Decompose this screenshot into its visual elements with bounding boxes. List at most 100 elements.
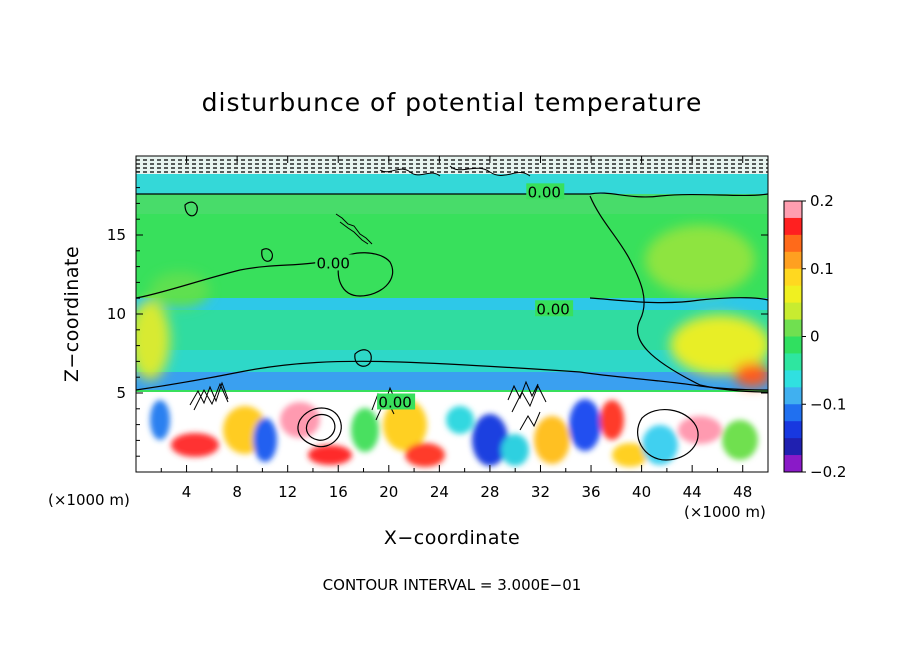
cluster-upper [335, 213, 373, 245]
colorbar-swatch-13 [784, 421, 802, 439]
patch-yellow-3 [534, 416, 570, 464]
contour-low-left [136, 360, 581, 391]
top-strip-fill [136, 156, 768, 174]
x-tick-label-3: 16 [329, 483, 348, 501]
contour-label-2: 0.00 [536, 300, 569, 318]
colorbar-swatch-4 [784, 268, 802, 287]
band-low-cyan [136, 350, 768, 372]
x-tick-label-10: 44 [683, 483, 702, 501]
chart-title: disturbunce of potential temperature [201, 88, 703, 117]
x-tick-label-5: 24 [430, 483, 449, 501]
patch-blue-1 [253, 418, 277, 462]
colorbar-swatch-14 [784, 438, 802, 456]
x-tick-label-4: 20 [379, 483, 398, 501]
colorbar-swatch-9 [784, 353, 802, 371]
colorbar-swatch-1 [784, 217, 802, 236]
y-tick-label-1: 10 [107, 305, 126, 323]
x-tick-label-2: 12 [278, 483, 297, 501]
blob-upper-left [150, 272, 210, 308]
colorbar-swatch-7 [784, 319, 802, 337]
contour-lower-whirl-2 [305, 413, 336, 441]
colorbar-swatch-2 [784, 234, 802, 253]
contour-small-3 [354, 349, 372, 367]
patch-yellow-4 [612, 443, 648, 467]
colorbar-swatch-15 [784, 455, 802, 473]
patch-red-3 [405, 443, 445, 467]
contour-interval-note: CONTOUR INTERVAL = 3.000E−01 [322, 576, 582, 594]
patch-cyan-3 [642, 425, 678, 465]
patch-cyan-1 [446, 406, 474, 434]
blob-right-upper [645, 225, 755, 295]
x-axis-label: X−coordinate [383, 527, 521, 549]
contour-mid-left [136, 261, 321, 299]
lower-field-patches [150, 399, 758, 467]
colorbar-tick-label-1: 0.1 [810, 260, 834, 278]
colorbar-swatch-10 [784, 370, 802, 388]
plot-area: 0.00 0.00 0.00 0.00 [136, 156, 768, 472]
contour-mid-right [589, 297, 768, 304]
y-axis: 5 10 15 [107, 171, 768, 457]
contour-upper-left [136, 192, 768, 198]
patch-pink-2 [678, 416, 722, 444]
colorbar-swatch-8 [784, 336, 802, 354]
x-tick-label-11: 48 [733, 483, 752, 501]
contour-mid-loop [337, 252, 394, 297]
contour-small-1 [184, 201, 198, 217]
patch-blue-3 [569, 399, 601, 451]
contour-lines [136, 192, 768, 461]
x-axis: 4 8 12 16 20 24 28 32 36 40 44 48 [160, 156, 752, 501]
blob-right-yellow [670, 315, 768, 375]
contour-low-right [579, 371, 768, 391]
contour-label-bg-1 [315, 254, 354, 271]
contour-lower-whirl-1 [297, 407, 342, 448]
patch-red-1 [171, 433, 219, 457]
band-mid-cyan [136, 298, 768, 310]
band-top-cyan [136, 172, 768, 194]
x-tick-label-6: 28 [480, 483, 499, 501]
blob-right-orange [734, 363, 768, 387]
y-tick-label-0: 5 [116, 384, 126, 402]
band-mid-teal [136, 310, 768, 350]
patch-yellow-2 [383, 399, 427, 451]
band-top-green [136, 194, 768, 214]
field-blobs [136, 225, 768, 387]
x-tick-label-1: 8 [232, 483, 242, 501]
colorbar-swatch-12 [784, 404, 802, 422]
contour-label-bg-2 [535, 300, 574, 317]
contour-label-bg-0 [526, 183, 565, 200]
colorbar-tick-label-3: −0.1 [810, 395, 846, 413]
x-tick-label-8: 36 [581, 483, 600, 501]
colorbar-swatch-6 [784, 302, 802, 321]
colorbar-swatch-11 [784, 387, 802, 405]
patch-green-2 [722, 420, 758, 460]
contour-labels: 0.00 0.00 0.00 0.00 [315, 183, 574, 411]
x-unit-label-left: (×1000 m) [48, 491, 130, 509]
contour-label-3: 0.00 [378, 393, 411, 411]
contour-label-bg-3 [377, 393, 416, 410]
top-strip-dashes [136, 159, 768, 173]
cluster-right [507, 380, 547, 431]
x-tick-label-7: 32 [531, 483, 550, 501]
colorbar-swatch-5 [784, 285, 802, 304]
x-tick-label-9: 40 [632, 483, 651, 501]
contour-label-0: 0.00 [528, 183, 561, 201]
colorbar-tick-label-4: −0.2 [810, 463, 846, 481]
colorbar-tick-label-2: 0 [810, 328, 820, 346]
colorbar-swatch-0 [784, 201, 802, 219]
patch-green-1 [351, 408, 379, 452]
colorbar-swatch-3 [784, 251, 802, 270]
contour-upper-right [589, 195, 768, 393]
cluster-left [189, 381, 229, 411]
patch-cyan-2 [501, 434, 529, 466]
blob-left-yellow [136, 300, 170, 380]
y-tick-label-2: 15 [107, 226, 126, 244]
patch-red-4 [600, 400, 624, 440]
cluster-topmid [379, 165, 531, 177]
patch-red-2 [308, 445, 352, 465]
y-axis-label: Z−coordinate [61, 245, 83, 383]
top-strip [136, 156, 768, 174]
patch-blue-2 [472, 414, 508, 466]
contour-lower-whirl-3 [637, 409, 699, 461]
x-unit-label-right: (×1000 m) [684, 503, 766, 521]
